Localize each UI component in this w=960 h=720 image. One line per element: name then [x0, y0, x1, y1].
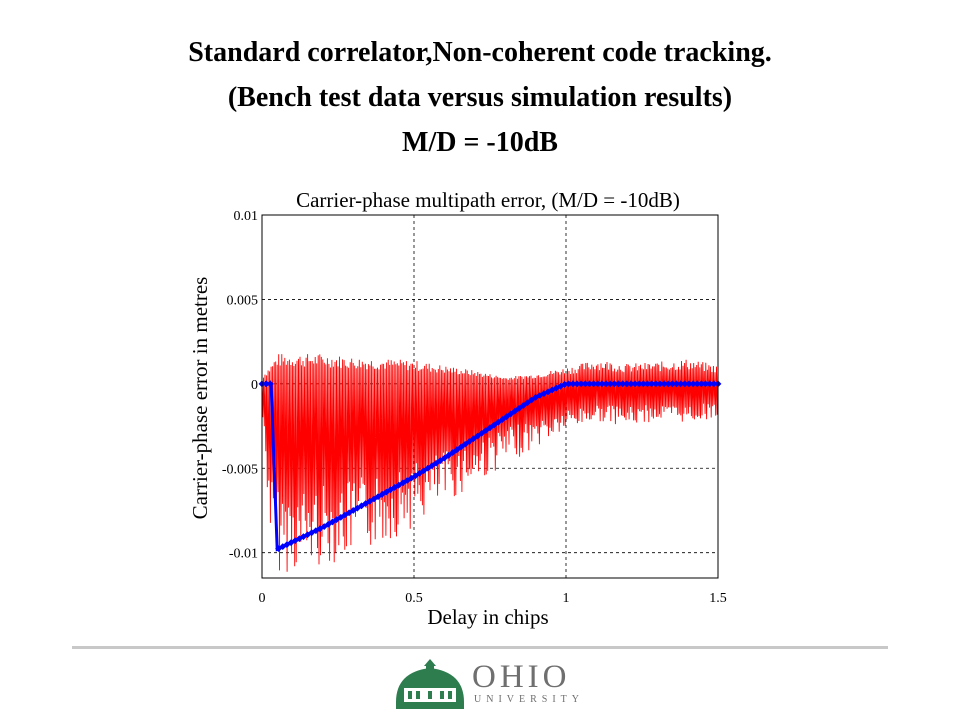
simulation-point — [490, 421, 498, 429]
simulation-point — [519, 402, 527, 410]
simulation-point — [341, 511, 349, 519]
simulation-point — [387, 486, 394, 494]
simulation-point — [523, 399, 531, 407]
slide-title-line-1: Standard correlator,Non-coherent code tr… — [188, 37, 772, 68]
simulation-point — [411, 472, 419, 480]
simulation-point — [382, 488, 390, 496]
simulation-point — [337, 513, 345, 521]
simulation-point — [474, 432, 481, 440]
simulation-point — [329, 518, 336, 526]
simulation-point — [416, 469, 423, 477]
y-tick-label: -0.005 — [222, 462, 258, 477]
simulation-point — [453, 446, 461, 454]
simulation-point — [374, 493, 382, 501]
simulation-point — [515, 404, 523, 412]
simulation-point — [403, 477, 411, 484]
y-tick-label: 0 — [251, 378, 258, 393]
simulation-point — [445, 451, 452, 459]
simulation-point — [478, 429, 486, 437]
x-tick-label: 0 — [259, 591, 266, 606]
simulation-point — [353, 504, 361, 512]
simulation-point — [349, 507, 357, 514]
simulation-point — [333, 516, 341, 524]
simulation-point — [428, 462, 436, 470]
simulation-point — [440, 454, 448, 462]
simulation-point — [482, 427, 490, 434]
y-tick-label: -0.01 — [229, 547, 258, 562]
simulation-point — [465, 438, 473, 445]
slide-title-line-2: (Bench test data versus simulation resul… — [227, 82, 733, 113]
simulation-point — [366, 497, 374, 505]
simulation-point — [507, 410, 515, 418]
simulation-point — [499, 416, 506, 423]
simulation-point — [407, 474, 415, 482]
simulation-point — [362, 500, 370, 507]
x-tick-label: 0.5 — [405, 591, 423, 606]
simulation-point — [469, 435, 477, 443]
simulation-point — [324, 520, 332, 528]
simulation-point — [370, 495, 378, 503]
simulation-point — [494, 418, 502, 426]
slide-title-line-3: M/D = -10dB — [402, 127, 558, 158]
chart-title: Carrier-phase multipath error, (M/D = -1… — [296, 188, 680, 212]
simulation-point — [528, 396, 535, 404]
simulation-point — [378, 490, 386, 498]
simulation-point — [320, 523, 328, 531]
x-tick-label: 1 — [563, 591, 570, 606]
logo-wordmark: OHIO — [472, 659, 571, 695]
y-tick-label: 0.01 — [234, 209, 259, 224]
simulation-point — [266, 380, 274, 388]
y-axis-label: Carrier-phase error in metres — [188, 277, 212, 520]
simulation-point — [511, 407, 519, 415]
university-seal-icon — [396, 659, 464, 709]
simulation-point — [432, 459, 440, 467]
logo-subtext: UNIVERSITY — [474, 694, 584, 705]
ohio-university-logo: OHIO UNIVERSITY — [392, 658, 592, 710]
slide-title: Standard correlator,Non-coherent code tr… — [0, 30, 960, 165]
simulation-point — [395, 481, 403, 489]
simulation-point — [503, 413, 511, 421]
simulation-point — [420, 467, 428, 475]
tick-labels: 0 0.5 1 1.5 0.01 0.005 0 -0.005 -0.01 — [222, 209, 727, 606]
bench-test-trace — [261, 354, 719, 572]
bench-test-series — [261, 354, 719, 572]
simulation-point — [424, 464, 432, 472]
plot-frame — [261, 214, 719, 579]
footer-divider — [72, 646, 888, 649]
simulation-point — [461, 440, 469, 448]
simulation-point — [436, 457, 444, 465]
simulation-point — [457, 443, 465, 451]
y-tick-label: 0.005 — [227, 293, 259, 308]
simulation-point — [399, 479, 407, 487]
simulation-point — [391, 484, 399, 491]
simulation-point — [358, 502, 365, 510]
simulation-point — [345, 509, 353, 517]
simulation-series — [258, 380, 722, 553]
x-axis-label: Delay in chips — [427, 605, 548, 629]
simulation-point — [449, 449, 457, 457]
x-tick-label: 1.5 — [709, 591, 727, 606]
simulation-point — [486, 424, 494, 432]
